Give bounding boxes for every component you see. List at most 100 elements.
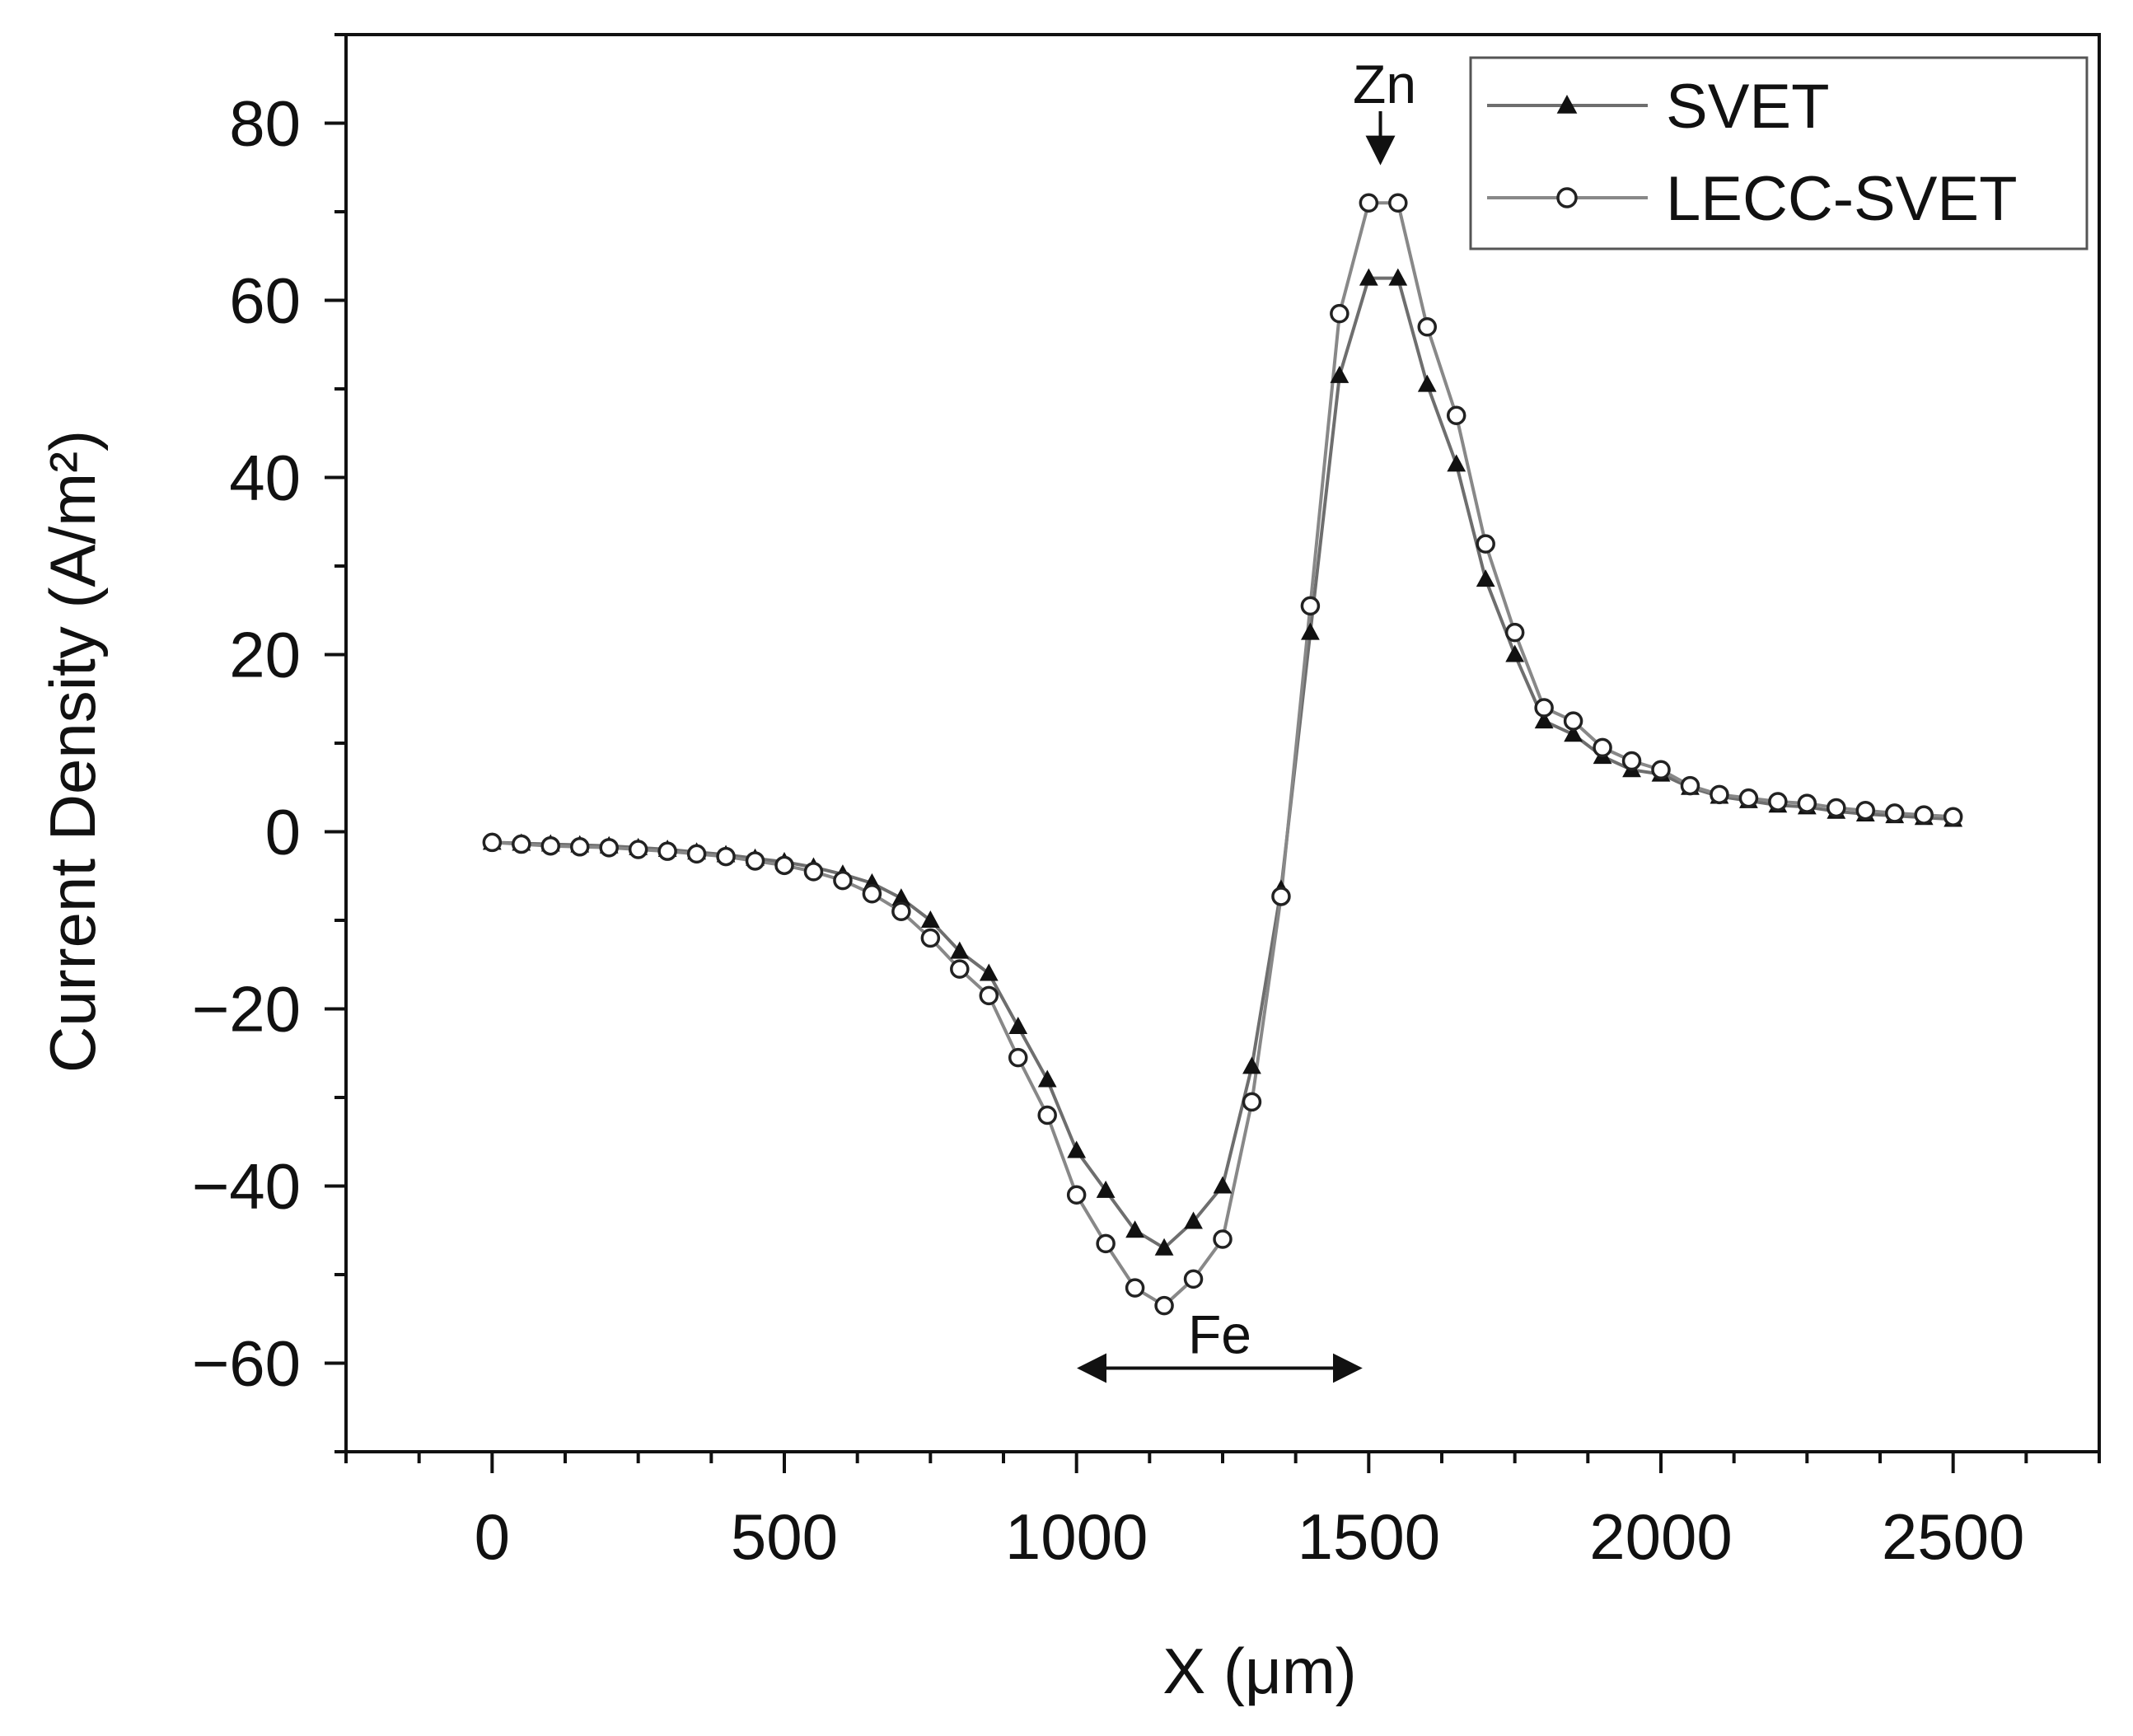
y-tick-label: 80 <box>229 87 301 160</box>
lecc-svet-point <box>1213 1229 1233 1249</box>
y-tick-label: 20 <box>229 619 301 691</box>
lecc-svet-point <box>628 840 648 859</box>
svet-point <box>1067 1140 1087 1158</box>
svet-point <box>1388 268 1408 286</box>
svet-point <box>1037 1069 1057 1088</box>
lecc-svet-point <box>686 844 707 864</box>
lecc-svet-point <box>716 846 736 867</box>
svet-point <box>1417 374 1437 392</box>
svet-point <box>1447 454 1466 472</box>
lecc-svet-point <box>862 884 882 904</box>
lecc-svet-point <box>599 838 619 858</box>
legend-label-lecc-svet: LECC-SVET <box>1666 164 2018 234</box>
lecc-svet-point <box>1884 803 1905 823</box>
y-axis-title: Current Density (A/m²) <box>36 430 109 1073</box>
lecc-svet-point <box>1125 1278 1145 1298</box>
lecc-svet-point <box>512 834 531 854</box>
svet-point <box>950 941 970 959</box>
lecc-svet-point <box>1563 711 1583 731</box>
lecc-svet-point <box>1476 534 1495 554</box>
svet-point <box>1154 1238 1174 1256</box>
lecc-svet-point <box>891 901 911 921</box>
series-line-svet <box>492 276 1953 1251</box>
lecc-svet-point <box>1008 1047 1028 1068</box>
lecc-svet-point <box>1768 792 1788 812</box>
lecc-svet-point <box>803 862 824 882</box>
svet-point <box>1359 268 1378 286</box>
annotation-label-zn: Zn <box>1353 54 1416 115</box>
lecc-svet-point <box>540 835 561 856</box>
svet-point <box>1184 1211 1203 1229</box>
lecc-svet-point <box>1710 784 1729 805</box>
lecc-svet-point <box>950 959 970 979</box>
x-tick-label: 0 <box>475 1500 510 1573</box>
lecc-svet-point <box>1593 737 1612 758</box>
svet-point <box>1534 711 1554 729</box>
lecc-svet-point <box>657 841 677 861</box>
lecc-svet-point <box>979 985 999 1006</box>
legend: SVET LECC-SVET <box>1469 56 2089 250</box>
lecc-svet-point <box>1066 1185 1087 1205</box>
svet-point <box>891 888 911 906</box>
y-tick-label: −60 <box>192 1327 301 1400</box>
lecc-svet-point <box>1183 1269 1204 1289</box>
annotation-layer: Zn Fe <box>1077 54 1416 1383</box>
lecc-svet-point <box>1680 775 1700 796</box>
legend-marker-lecc-svet <box>1556 187 1578 208</box>
lecc-svet-point <box>920 928 941 948</box>
legend-marker-svet <box>1556 95 1578 114</box>
svet-point <box>920 910 940 928</box>
legend-label-svet: SVET <box>1666 72 1830 142</box>
svet-point <box>1213 1176 1233 1194</box>
lecc-svet-point <box>1330 303 1349 324</box>
lecc-svet-point <box>745 851 765 871</box>
lecc-svet-point <box>1534 698 1554 718</box>
lecc-svet-point <box>1827 798 1846 818</box>
lecc-svet-point <box>1943 807 1963 826</box>
svet-point <box>1330 365 1349 383</box>
lecc-svet-point <box>1417 317 1438 337</box>
series-layer <box>482 193 1963 1316</box>
lecc-svet-point <box>482 832 503 853</box>
lecc-svet-point <box>1359 193 1379 213</box>
svet-point <box>1476 569 1495 587</box>
svet-point <box>1301 622 1320 640</box>
lecc-svet-point <box>1504 622 1525 643</box>
legend-box <box>1469 56 2089 250</box>
y-tick-label: 40 <box>229 442 301 514</box>
lecc-svet-point <box>1797 793 1817 813</box>
x-tick-label: 1000 <box>1005 1500 1148 1573</box>
lecc-svet-point <box>1621 751 1642 771</box>
lecc-svet-point <box>569 837 590 857</box>
lecc-svet-point <box>1300 596 1321 616</box>
y-tick-label: 60 <box>229 264 301 337</box>
lecc-svet-point <box>1738 788 1759 808</box>
x-axis-title: X (μm) <box>1162 1635 1357 1707</box>
x-tick-label: 500 <box>731 1500 838 1573</box>
svet-point <box>1125 1220 1144 1238</box>
axes-layer: 0 500 1000 1500 2000 2500 80 60 40 20 0 −20 −40 −60 X … <box>36 33 2101 1707</box>
svet-point <box>1242 1056 1261 1074</box>
lecc-svet-point <box>1154 1295 1174 1316</box>
lecc-svet-point <box>833 870 853 891</box>
lecc-svet-point <box>1446 405 1466 425</box>
lecc-svet-point <box>1914 805 1934 825</box>
svet-point <box>1096 1180 1116 1198</box>
lecc-svet-point <box>1096 1233 1116 1254</box>
lecc-svet-point <box>1651 760 1671 779</box>
lecc-svet-point <box>774 855 794 876</box>
y-tick-label: −20 <box>192 973 301 1046</box>
x-tick-label: 1500 <box>1298 1500 1441 1573</box>
lecc-svet-point <box>1271 887 1291 906</box>
x-tick-label: 2000 <box>1589 1500 1733 1573</box>
lecc-svet-point <box>1242 1092 1262 1112</box>
y-tick-label: 0 <box>265 796 301 868</box>
lecc-svet-point <box>1855 800 1876 821</box>
x-tick-label: 2500 <box>1882 1500 2025 1573</box>
svet-point <box>1564 724 1583 742</box>
lecc-svet-point <box>1388 193 1408 213</box>
svet-point <box>1008 1017 1028 1034</box>
lecc-svet-point <box>1037 1105 1057 1125</box>
